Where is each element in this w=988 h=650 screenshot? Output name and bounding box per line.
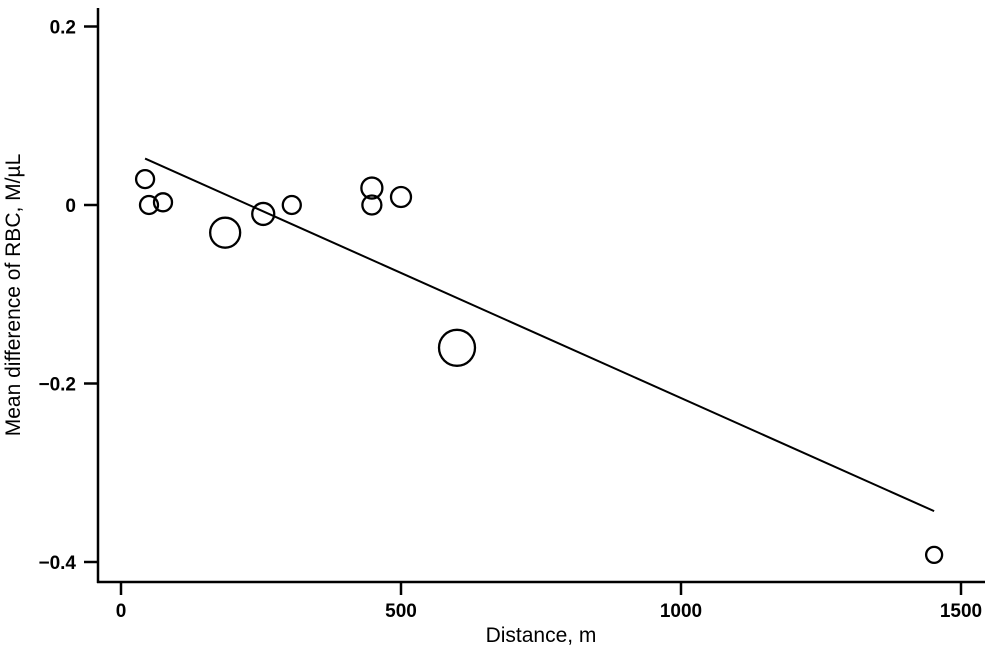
axes: 0.2 0 −0.2 −0.4 0 500 1000 1500 [38,8,985,622]
x-tick-label: 1000 [660,601,702,622]
x-tick-label: 500 [385,601,417,622]
data-point-circle [152,192,174,213]
y-tick-label: −0.4 [38,553,76,574]
data-point-circle [360,176,384,200]
y-tick-label: −0.2 [38,375,76,396]
data-point-circle [209,216,242,249]
data-point-circle [924,545,944,565]
data-point-circle [134,168,156,190]
data-point-circle [251,201,276,227]
y-tick-label: 0 [65,196,76,217]
x-axis-title: Distance, m [486,624,597,647]
data-point-circle [389,185,413,209]
data-point-circle [361,194,383,216]
regression-line [144,157,935,513]
data-point-circle [437,328,477,367]
data-points [134,168,944,565]
x-tick-label: 0 [116,601,127,622]
x-tick-label: 1500 [940,601,982,622]
fit-line [144,157,935,513]
y-axis-title: Mean difference of RBC, M/µL [2,154,25,437]
y-tick-label: 0.2 [50,18,76,39]
data-point-circle [138,194,160,216]
data-point-circle [281,194,302,216]
